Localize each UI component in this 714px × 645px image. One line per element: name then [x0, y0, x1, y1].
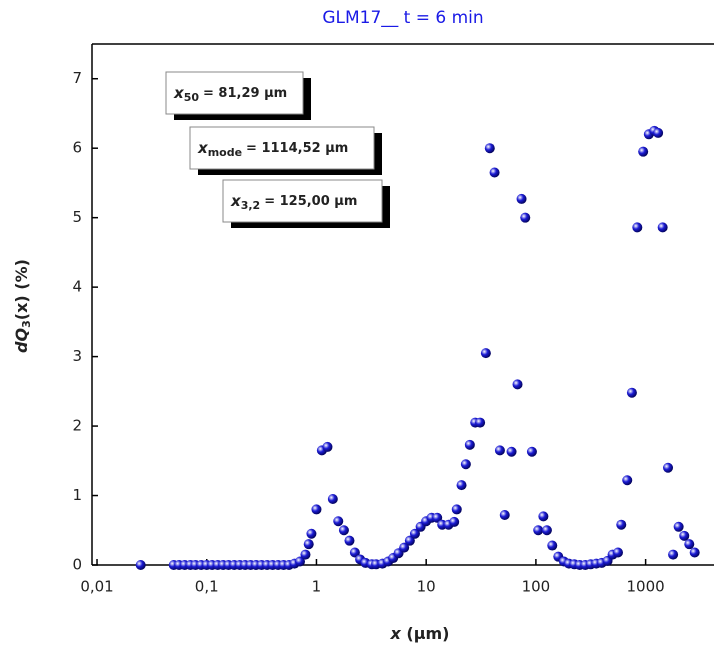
point — [622, 475, 633, 486]
y-label-rest: (x) (%) — [12, 259, 31, 320]
point — [657, 222, 668, 233]
x-tick-label: 0,1 — [195, 578, 219, 596]
point — [489, 167, 500, 178]
point — [689, 547, 700, 558]
y-tick-label: 0 — [72, 556, 82, 574]
point — [456, 480, 467, 491]
point — [135, 560, 146, 570]
point — [506, 446, 517, 457]
y-tick-label: 3 — [72, 347, 82, 365]
annotation-subscript: mode — [208, 146, 242, 159]
point — [494, 445, 505, 456]
point — [480, 348, 491, 359]
point — [449, 516, 460, 527]
annotation-value: = 125,00 μm — [264, 194, 357, 209]
annotation-subscript: 50 — [184, 91, 200, 104]
point — [512, 379, 523, 390]
point — [538, 511, 549, 522]
point — [303, 539, 314, 550]
annotation-box — [189, 126, 375, 170]
annotation-value: = 1114,52 μm — [246, 141, 348, 156]
x-tick-label: 1000 — [627, 578, 665, 596]
x-tick-label: 100 — [522, 578, 551, 596]
point — [668, 549, 679, 560]
point — [679, 530, 690, 541]
point — [626, 387, 637, 398]
y-tick-label: 6 — [72, 139, 82, 157]
point — [451, 504, 462, 515]
point — [404, 535, 415, 546]
x-tick-label: 10 — [417, 578, 436, 596]
point — [464, 439, 475, 450]
point — [327, 494, 338, 505]
point — [300, 549, 311, 560]
point — [526, 446, 537, 457]
y-label-symbol: dQ — [12, 327, 31, 352]
point — [547, 540, 558, 551]
point — [673, 521, 684, 532]
y-tick-label: 5 — [72, 208, 82, 226]
point — [653, 127, 664, 138]
annotation-subscript: 3,2 — [241, 199, 261, 212]
point — [516, 193, 527, 204]
annotation-text: xmode = 1114,52 μm — [197, 139, 348, 160]
point — [295, 556, 306, 567]
point — [499, 509, 510, 520]
point — [306, 528, 317, 539]
x-label-symbol: x — [390, 624, 402, 643]
x-tick-label: 0,01 — [80, 578, 113, 596]
point — [349, 547, 360, 558]
point — [311, 504, 322, 515]
point — [322, 441, 333, 452]
x-axis-label: x (μm) — [390, 624, 450, 643]
point — [460, 459, 471, 470]
y-tick-label: 7 — [72, 69, 82, 87]
annotation-value: = 81,29 μm — [203, 86, 287, 101]
annotation-box — [222, 179, 383, 223]
point — [638, 146, 649, 157]
x-tick-label: 1 — [312, 578, 322, 596]
point — [475, 417, 486, 428]
y-tick-label: 4 — [72, 278, 82, 296]
point — [409, 528, 420, 539]
annotation-symbol: x — [173, 84, 185, 102]
point — [484, 143, 495, 154]
point — [684, 539, 695, 550]
point — [432, 512, 443, 523]
y-tick-label: 2 — [72, 417, 82, 435]
point — [333, 516, 344, 527]
y-tick-label: 1 — [72, 486, 82, 504]
annotation-box — [165, 71, 304, 115]
annotation-symbol: x — [197, 139, 209, 157]
point — [632, 222, 643, 233]
x-label-unit: (μm) — [406, 624, 449, 643]
point — [344, 535, 355, 546]
point — [541, 525, 552, 536]
y-label-subscript: 3 — [20, 320, 33, 328]
point — [612, 547, 623, 558]
point — [338, 525, 349, 536]
chart-title: GLM17__ t = 6 min — [322, 8, 483, 28]
point — [533, 525, 544, 536]
annotation-symbol: x — [230, 192, 242, 210]
annotation-text: x50 = 81,29 μm — [173, 84, 287, 105]
point — [616, 519, 627, 530]
point — [520, 212, 531, 223]
point — [663, 462, 674, 473]
point — [399, 542, 410, 553]
annotation-text: x3,2 = 125,00 μm — [230, 192, 357, 213]
y-axis-label: dQ3(x) (%) — [12, 259, 34, 353]
